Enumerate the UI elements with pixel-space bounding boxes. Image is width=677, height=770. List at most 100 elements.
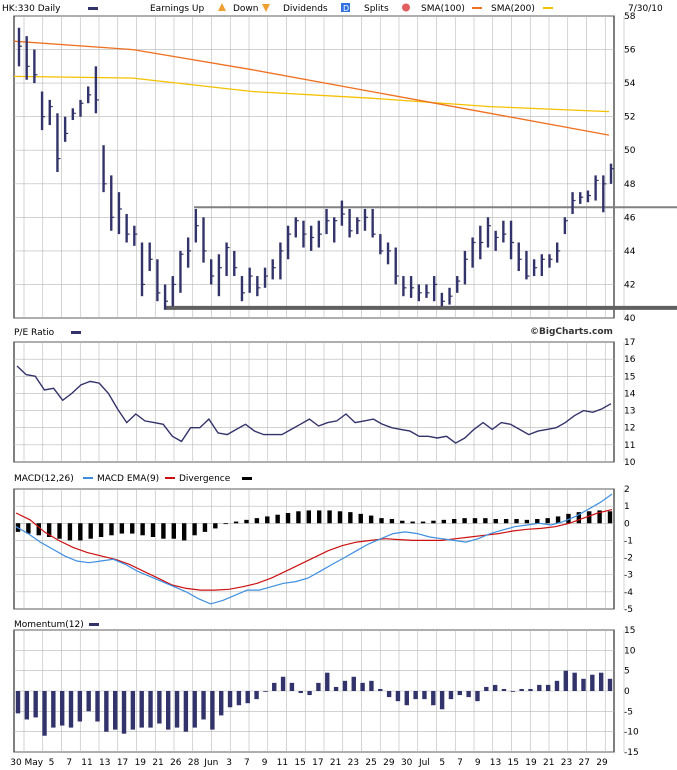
momentum-bar <box>439 691 445 710</box>
x-tick-label: 11 <box>81 758 92 768</box>
x-tick-label: Jun <box>203 758 218 768</box>
splits-icon <box>402 3 410 12</box>
divergence-bar <box>192 523 197 536</box>
y-tick-label: 40 <box>624 314 636 324</box>
y-tick-label: 15 <box>624 626 635 636</box>
x-tick-label: 26 <box>170 758 182 768</box>
momentum-bar <box>219 691 224 716</box>
divergence-bar <box>535 519 540 524</box>
momentum-bar <box>475 691 480 702</box>
momentum-bar <box>210 691 215 730</box>
symbol-legend-swatch <box>88 7 98 10</box>
momentum-bar <box>254 691 259 700</box>
y-tick-label: 11 <box>624 441 635 451</box>
divergence-bar <box>265 516 270 524</box>
divergence-bar <box>431 520 436 524</box>
momentum-bar <box>325 672 330 691</box>
momentum-bar <box>201 691 206 720</box>
momentum-bar <box>528 688 533 691</box>
momentum-bar <box>104 691 109 732</box>
macd-line <box>15 493 613 605</box>
momentum-bar <box>581 678 586 691</box>
x-tick-label: Jul <box>418 758 430 768</box>
divergence-bar <box>597 510 602 524</box>
divergence-bar <box>400 520 405 524</box>
x-tick-label: 13 <box>99 758 110 768</box>
x-tick-label: 9 <box>475 758 481 768</box>
momentum-bar <box>272 682 277 691</box>
dividends-icon-glyph: D <box>343 4 349 13</box>
sma100-label: SMA(100) <box>421 4 465 14</box>
y-tick-label: -3 <box>624 571 633 581</box>
momentum-bar <box>386 691 392 698</box>
y-tick-label: 54 <box>624 79 636 89</box>
y-tick-label: 42 <box>624 280 635 290</box>
earnings-label: Earnings Up <box>150 4 205 14</box>
x-tick-label: 3 <box>226 758 232 768</box>
x-tick-label: 28 <box>188 758 200 768</box>
divergence-bar <box>420 521 426 524</box>
momentum-bar <box>192 691 197 728</box>
divergence-bar <box>379 518 384 524</box>
symbol-label: HK:330 Daily <box>2 4 61 14</box>
sma100-line <box>13 75 610 113</box>
y-tick-label: -2 <box>624 554 633 564</box>
pe-ratio-line <box>16 365 612 444</box>
momentum-bar <box>342 680 348 691</box>
y-tick-label: 10 <box>624 646 636 656</box>
divergence-bar <box>46 523 52 537</box>
momentum-bar <box>298 691 303 694</box>
y-tick-label: 0 <box>624 519 630 529</box>
earnings-up-icon <box>218 3 226 11</box>
macd-ema-legend-swatch <box>165 477 175 479</box>
divergence-bar <box>358 513 363 524</box>
divergence-bar <box>452 519 457 524</box>
momentum-bar <box>501 688 507 691</box>
divergence-bar <box>202 523 208 532</box>
divergence-bar <box>368 515 374 524</box>
header-legend: HK:330 Daily Earnings Up Down Dividends … <box>2 3 663 14</box>
momentum-bar <box>33 691 38 718</box>
dividends-label: Dividends <box>283 4 328 14</box>
momentum-bar <box>607 678 613 691</box>
y-tick-label: 13 <box>624 407 635 417</box>
momentum-bar <box>112 691 118 730</box>
divergence-bar <box>88 523 93 539</box>
divergence-bar <box>410 521 415 524</box>
y-tick-label: 44 <box>624 247 636 257</box>
divergence-bar <box>514 519 519 524</box>
divergence-bar <box>36 523 41 536</box>
macd-ema-line <box>15 509 613 591</box>
momentum-bar <box>121 691 127 734</box>
pe-panel-frame <box>13 341 615 463</box>
x-tick-label: 29 <box>596 758 608 768</box>
y-tick-label: 15 <box>624 372 635 382</box>
momentum-bar <box>86 691 91 712</box>
divergence-bar <box>327 510 332 524</box>
momentum-bar <box>572 672 577 691</box>
x-tick-label: 23 <box>561 758 572 768</box>
y-tick-label: -5 <box>624 605 633 615</box>
macd-ema-label: MACD EMA(9) <box>97 474 159 484</box>
divergence-bar <box>150 523 156 537</box>
momentum-bar <box>51 691 56 728</box>
divergence-bar <box>171 523 176 539</box>
momentum-bar <box>333 686 339 691</box>
y-tick-label: -15 <box>624 748 639 758</box>
y-tick-label: 1 <box>624 502 630 512</box>
divergence-bar <box>441 519 447 524</box>
momentum-bar <box>157 691 162 724</box>
momentum-bar <box>563 670 569 691</box>
momentum-bar <box>351 676 356 691</box>
momentum-bar <box>554 680 560 691</box>
momentum-bar <box>139 691 144 728</box>
divergence-bar <box>130 523 135 534</box>
divergence-legend-swatch <box>242 477 252 480</box>
x-tick-label: 15 <box>294 758 305 768</box>
macd-panel-frame <box>13 488 615 610</box>
x-tick-label: 7 <box>244 758 250 768</box>
divergence-bar <box>503 519 509 524</box>
divergence-bar <box>493 519 498 524</box>
pe-title: P/E Ratio <box>14 328 55 338</box>
